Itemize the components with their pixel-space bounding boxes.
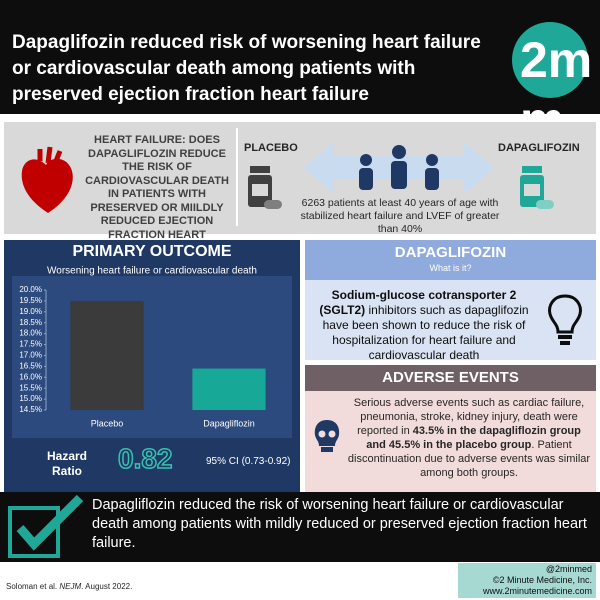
drug-info-bold: Sodium-glucose cotransporter 2 (SGLT2) [319,288,517,317]
hazard-label: Hazard Ratio [46,449,87,478]
conclusion: Dapagliflozin reduced the risk of worsen… [92,497,587,551]
y-tick-label: 14.5% [19,405,42,414]
drug-info-text: Sodium-glucose cotransporter 2 (SGLT2) i… [310,288,538,363]
header [0,0,600,114]
y-tick-label: 19.5% [19,296,42,305]
credit-handle: @2minmed [545,564,592,574]
citation-authors: Soloman et al. [6,582,60,591]
adverse-body [305,391,596,492]
drug-info-body [305,280,596,360]
citation: Soloman et al. NEJM. August 2022. [6,582,132,591]
y-tick-label: 19.0% [19,307,42,316]
drug-label: DAPAGLIFOZIN [498,142,580,154]
plot-background [12,276,292,438]
adverse-header [305,365,596,391]
divider [236,128,238,226]
logo: 2m m [512,22,592,148]
bar [70,300,144,410]
credit-company: ©2 Minute Medicine, Inc. [492,575,592,585]
bar [192,368,266,410]
drug-info-title: DAPAGLIFOZIN [394,244,507,261]
y-tick-label: 18.0% [19,329,42,338]
y-tick-label: 18.5% [19,318,42,327]
y-tick-label: 16.5% [19,361,42,370]
hazard-value: 0.82 [117,442,173,475]
population: 6263 patients at least 40 years of age w… [300,197,500,235]
y-tick-label: 15.0% [19,394,42,403]
credit-url: www.2minutemedicine.com [482,586,592,596]
heart-icon [21,146,73,213]
drug-bottle [520,166,554,209]
outcome-title: PRIMARY OUTCOME [72,243,232,260]
chart-subtitle: Worsening heart failure or cardiovascula… [47,266,257,277]
y-tick-label: 17.5% [19,340,42,349]
y-tick-label: 17.0% [19,351,42,360]
conclusion-panel [0,492,600,562]
skull-icon [314,420,340,452]
citation-date: . August 2022. [81,582,133,591]
citation-journal: NEJM [59,582,82,591]
chart: Worsening heart failure or cardiovascula… [12,266,292,438]
drug-info-header [305,240,596,280]
placebo-bottle [248,166,282,209]
study-panel [4,122,596,234]
adverse-text: Serious adverse events such as cardiac f… [346,396,592,480]
adverse-text-bold: 43.5% in the dapagliflozin group and 45.… [366,425,581,451]
placebo-label: PLACEBO [244,142,298,154]
drug-info-rest: inhibitors such as dapaglifozin have bee… [322,303,529,362]
bulb-icon [548,294,582,345]
title: Dapaglifozin reduced risk of worsening h… [12,32,481,105]
x-tick-label: Placebo [91,418,124,428]
adverse-text-end: . Patient discontinuation due to adverse… [347,439,591,479]
y-tick-label: 15.5% [19,383,42,392]
drug-info-subtitle: What is it? [429,263,472,273]
credits: @2minmed ©2 Minute Medicine, Inc. www.2m… [458,563,596,598]
hazard-ci: 95% CI (0.73-0.92) [206,456,291,467]
check-icon [8,494,84,558]
y-tick-label: 16.0% [19,372,42,381]
x-tick-label: Dapagliflozin [203,418,255,428]
adverse-title: ADVERSE EVENTS [382,369,519,386]
y-tick-label: 20.0% [19,285,42,294]
adverse-text-start: Serious adverse events such as cardiac f… [353,397,585,437]
question: HEART FAILURE: DOES DAPAGLIFLOZIN REDUCE… [85,134,229,254]
population-arrow [304,142,494,194]
